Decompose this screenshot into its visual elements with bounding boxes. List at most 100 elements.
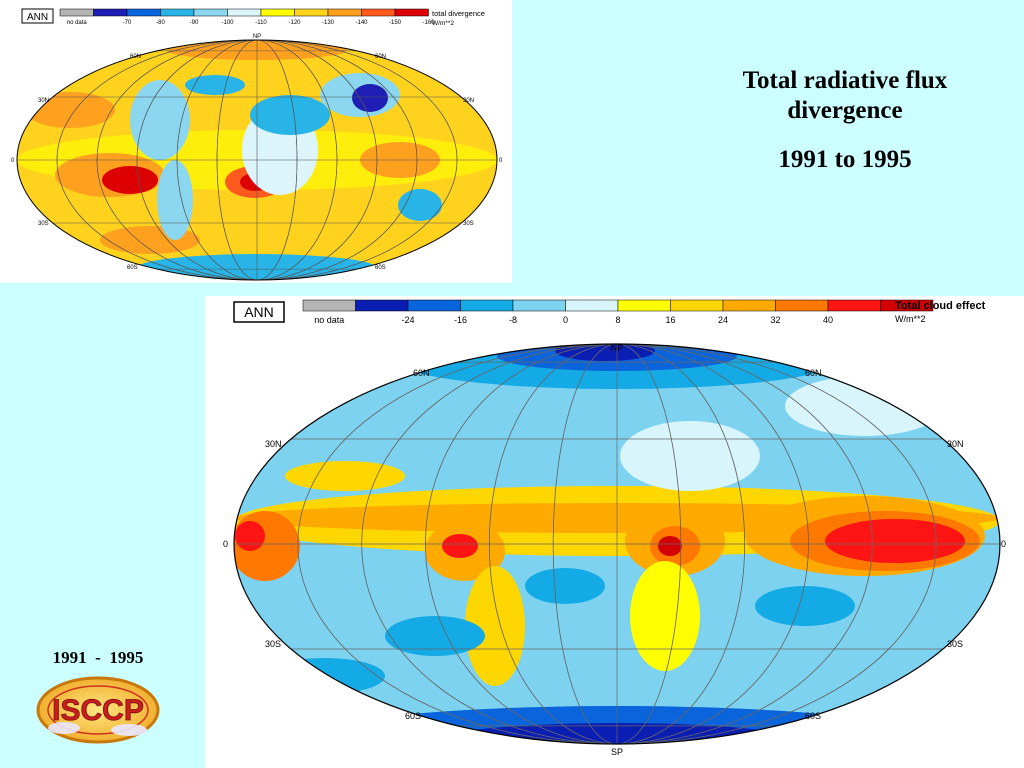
meridian-line: [216, 40, 298, 280]
map-outline: [16, 39, 498, 281]
total-divergence-map-svg: ANN no data -70 -80 -90 -100 -110 -120 -130 -140…: [11, 8, 503, 281]
legend-colorbar: [302, 299, 934, 312]
logo-cloud-left: [48, 722, 80, 734]
legend-tick-label: -16: [454, 315, 467, 325]
annual-badge: [233, 301, 285, 323]
period-label: 1991 - 1995: [52, 648, 144, 667]
legend-swatch: [775, 299, 829, 312]
logo-inner-ring: [47, 685, 149, 735]
south-pole-label: SP: [611, 747, 623, 757]
equator-right-label: 0: [499, 158, 503, 164]
legend-swatch: [193, 8, 228, 17]
lat-30n-left-label: 30N: [38, 98, 49, 104]
lat-60n-left-label: 60N: [130, 54, 141, 60]
legend-swatch: [294, 8, 329, 17]
legend-tick-label: 32: [770, 315, 780, 325]
legend-title: Total cloud effect: [895, 300, 986, 312]
legend-swatch: [227, 8, 262, 17]
legend-swatch: [880, 299, 934, 312]
meridian-line: [552, 344, 682, 744]
meridian-line: [297, 344, 937, 744]
legend-colorbar: [59, 8, 429, 17]
legend-swatch: [361, 8, 396, 17]
lat-60s-right-label: 60S: [805, 711, 821, 721]
isccp-logo: ISCCP: [34, 672, 162, 744]
annual-label: ANN: [27, 12, 48, 23]
legend-tick-label: -120: [288, 20, 301, 26]
legend-swatch: [407, 299, 461, 312]
legend-tick-label: -8: [509, 315, 517, 325]
lat-60s-right-label: 60S: [375, 265, 386, 271]
logo-cloud-right: [111, 724, 147, 736]
legend-tick-label: -90: [190, 20, 199, 26]
legend-title: total divergence: [432, 9, 485, 18]
legend-tick-label: -130: [322, 20, 335, 26]
legend-tick-label: -110: [255, 20, 267, 26]
lat-60s-left-label: 60S: [127, 265, 138, 271]
meridian-line: [425, 344, 809, 744]
legend-tick-label: no data: [67, 20, 88, 26]
total-divergence-panel: ANN no data -70 -80 -90 -100 -110 -120 -130 -140…: [0, 0, 512, 283]
legend-tick-label: -160: [422, 20, 435, 26]
legend-unit: W/m**2: [432, 20, 454, 27]
lat-30n-right-label: 30N: [463, 98, 474, 104]
title-line-1: Total radiative flux: [742, 67, 948, 94]
legend-swatch: [394, 8, 429, 17]
cloud-effect-map-svg: ANN no data -24 -16 -8 0 8 16 24 32 40 Total clou…: [223, 299, 1006, 757]
legend-unit: W/m**2: [895, 314, 926, 324]
legend-tick-label: -100: [221, 20, 234, 26]
equator-left-label: 0: [11, 158, 15, 164]
title-years: 1991 to 1995: [778, 146, 912, 173]
legend-swatch: [565, 299, 619, 312]
legend-tick-label: -150: [389, 20, 402, 26]
slide-title: Total radiative flux divergence 1991 to …: [716, 66, 974, 175]
meridian-line: [96, 40, 418, 280]
legend-tick-label: 0: [563, 315, 568, 325]
isccp-logo-svg: ISCCP: [36, 676, 160, 744]
legend-swatch: [827, 299, 881, 312]
cloud-effect-map-field: [234, 344, 1000, 744]
legend-tick-label: no data: [314, 315, 344, 325]
meridian-line: [361, 344, 873, 744]
lat-60n-left-label: 60N: [413, 368, 430, 378]
legend-tick-labels: no data -70 -80 -90 -100 -110 -120 -130 -140 -150…: [67, 20, 435, 26]
legend-swatch: [126, 8, 161, 17]
map-graticule: [17, 40, 497, 280]
legend-swatch: [302, 299, 356, 312]
lat-60n-right-label: 60N: [375, 54, 386, 60]
legend-tick-label: 8: [615, 315, 620, 325]
lat-30n-left-label: 30N: [265, 439, 282, 449]
legend-tick-label: -80: [156, 20, 165, 26]
meridian-line: [176, 40, 338, 280]
lat-30s-right-label: 30S: [947, 639, 963, 649]
annual-label: ANN: [244, 304, 274, 320]
north-pole-label: NP: [611, 343, 624, 353]
title-line-2: divergence: [787, 97, 903, 124]
legend-swatch: [93, 8, 128, 17]
equator-right-label: 0: [1001, 539, 1006, 549]
legend-swatch: [460, 299, 514, 312]
lat-30s-left-label: 30S: [38, 221, 49, 227]
map-graticule: [234, 344, 1000, 744]
legend-swatch: [355, 299, 409, 312]
legend-tick-label: -140: [355, 20, 368, 26]
total-cloud-effect-panel: ANN no data -24 -16 -8 0 8 16 24 32 40 Total clou…: [205, 296, 1024, 768]
meridian-line: [136, 40, 378, 280]
legend-tick-labels: no data -24 -16 -8 0 8 16 24 32 40: [314, 315, 833, 325]
legend-swatch: [722, 299, 776, 312]
map-outline: [233, 343, 1001, 745]
legend-tick-label: 40: [823, 315, 833, 325]
lat-30s-right-label: 30S: [463, 221, 474, 227]
lat-30n-right-label: 30N: [947, 439, 964, 449]
north-pole-label: NP: [253, 34, 261, 40]
equator-left-label: 0: [223, 539, 228, 549]
legend-swatch: [59, 8, 94, 17]
logo-text: ISCCP: [52, 694, 144, 727]
annual-badge: [21, 8, 54, 24]
legend-swatch: [670, 299, 724, 312]
legend-swatch: [260, 8, 295, 17]
lat-60n-right-label: 60N: [805, 368, 822, 378]
legend-tick-label: 16: [665, 315, 675, 325]
legend-tick-label: -70: [123, 20, 132, 26]
legend-swatch: [617, 299, 671, 312]
